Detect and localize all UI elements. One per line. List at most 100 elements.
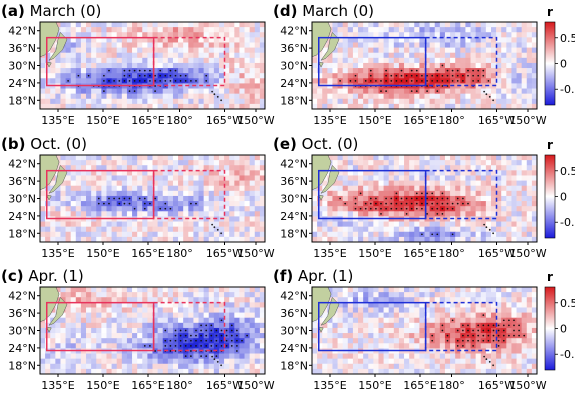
grid-cell — [485, 190, 492, 197]
grid-cell — [224, 170, 230, 176]
grid-cell — [218, 312, 225, 319]
grid-cell — [218, 322, 225, 329]
grid-cell — [368, 98, 374, 105]
grid-cell — [429, 165, 436, 171]
grid-cell — [460, 88, 466, 94]
grid-cell — [429, 98, 436, 105]
grid-cell — [434, 236, 441, 243]
grid-cell — [404, 317, 410, 324]
grid-cell — [60, 322, 66, 329]
grid-cell — [147, 358, 153, 365]
grid-cell — [234, 358, 240, 365]
grid-cell — [86, 195, 92, 202]
grid-cell — [531, 57, 538, 64]
grid-cell — [162, 358, 169, 365]
grid-cell — [234, 195, 240, 202]
grid-cell — [172, 231, 179, 238]
grid-cell — [147, 353, 153, 359]
grid-cell — [178, 155, 184, 161]
grid-cell — [414, 62, 420, 69]
grid-cell — [208, 32, 215, 38]
stipple-dot — [215, 355, 218, 357]
grid-cell — [404, 358, 410, 365]
grid-cell — [126, 165, 133, 171]
grid-cell — [322, 62, 328, 69]
grid-cell — [229, 190, 235, 197]
grid-cell — [208, 68, 215, 74]
grid-cell — [50, 236, 56, 243]
grid-cell — [234, 155, 240, 161]
grid-cell — [398, 297, 405, 303]
grid-cell — [55, 358, 61, 365]
grid-cell — [368, 155, 374, 161]
panel-label: (e) — [273, 135, 297, 153]
grid-cell — [383, 297, 390, 303]
grid-cell — [327, 88, 333, 94]
grid-cell — [198, 312, 204, 319]
grid-cell — [65, 333, 72, 339]
grid-cell — [188, 322, 194, 329]
grid-cell — [106, 322, 112, 329]
grid-cell — [490, 62, 497, 69]
stipple-dot — [220, 329, 223, 332]
grid-cell — [312, 333, 318, 339]
grid-cell — [475, 226, 482, 233]
grid-cell — [332, 231, 338, 238]
grid-cell — [383, 292, 390, 298]
grid-cell — [259, 287, 266, 293]
grid-cell — [388, 185, 395, 192]
grid-cell — [337, 42, 344, 48]
grid-cell — [121, 165, 128, 171]
grid-cell — [332, 78, 338, 84]
grid-cell — [178, 160, 184, 166]
grid-cell — [327, 353, 333, 359]
lon-tick-label: 165°W — [478, 247, 515, 260]
grid-cell — [337, 363, 344, 370]
grid-cell — [254, 221, 261, 227]
grid-cell — [218, 98, 225, 105]
grid-cell — [501, 175, 507, 181]
grid-cell — [393, 312, 400, 319]
grid-cell — [480, 32, 487, 38]
grid-cell — [70, 297, 77, 303]
grid-cell — [229, 312, 235, 319]
grid-cell — [475, 62, 482, 69]
grid-cell — [203, 302, 210, 308]
grid-cell — [106, 312, 112, 319]
grid-cell — [254, 317, 261, 324]
grid-cell — [50, 211, 56, 217]
grid-cell — [460, 155, 466, 161]
grid-cell — [254, 297, 261, 303]
grid-cell — [358, 32, 364, 38]
grid-cell — [531, 160, 538, 166]
stipple-dot — [236, 329, 238, 332]
grid-cell — [496, 206, 502, 212]
island — [483, 90, 486, 93]
grid-cell — [126, 307, 133, 313]
grid-cell — [444, 322, 451, 329]
stipple-dot — [103, 202, 105, 205]
grid-cell — [312, 93, 318, 100]
grid-cell — [142, 363, 148, 370]
grid-cell — [414, 307, 420, 313]
grid-cell — [526, 221, 533, 227]
grid-cell — [506, 206, 512, 212]
grid-cell — [198, 206, 204, 212]
stipple-dot — [205, 355, 208, 357]
lon-tick-label: 150°E — [358, 114, 391, 127]
island — [488, 95, 491, 98]
stipple-dot — [456, 197, 459, 200]
grid-cell — [475, 302, 482, 308]
island — [492, 232, 495, 235]
stipple-dot — [344, 202, 347, 205]
grid-cell — [434, 165, 441, 171]
grid-cell — [444, 312, 451, 319]
grid-cell — [126, 206, 133, 212]
stipple-dot — [446, 197, 449, 200]
grid-cell — [373, 73, 379, 79]
island — [213, 93, 216, 96]
grid-cell — [470, 312, 476, 319]
grid-cell — [373, 353, 379, 359]
grid-cell — [485, 52, 492, 59]
grid-cell — [485, 353, 492, 359]
